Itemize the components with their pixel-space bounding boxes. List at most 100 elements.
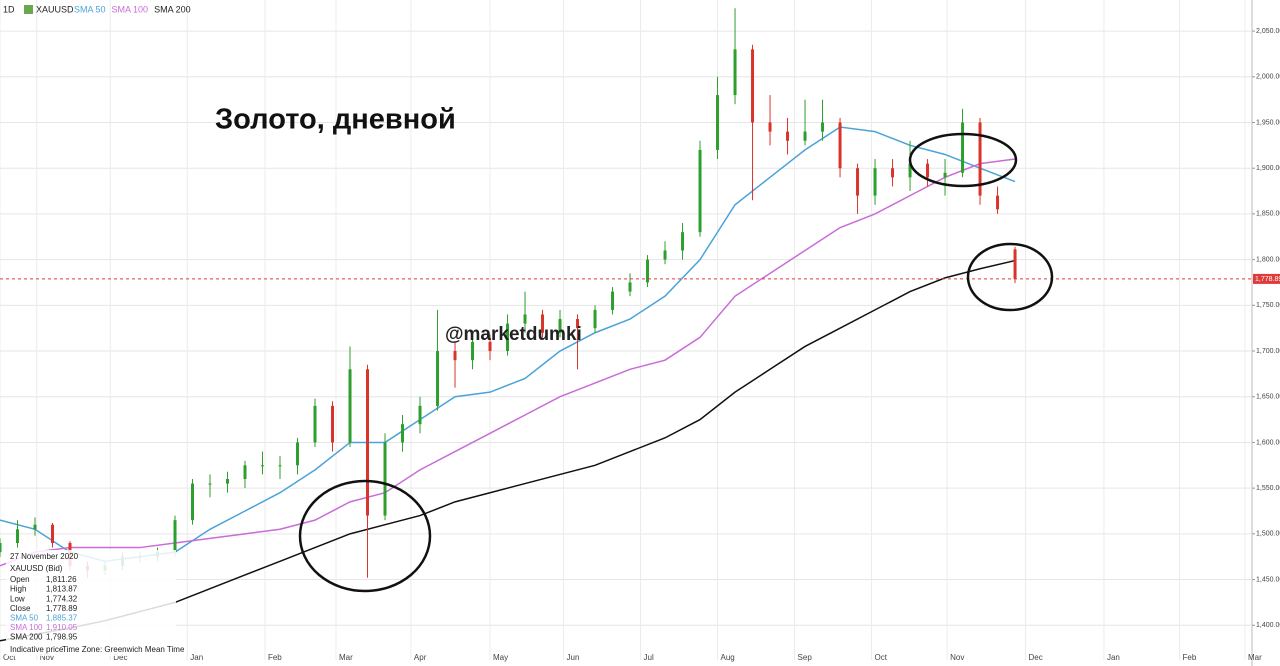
candle-body	[576, 319, 580, 329]
candle-body	[926, 163, 930, 178]
x-tick-label: Sep	[798, 653, 813, 662]
candle-body	[366, 369, 370, 516]
info-value: 1,774.32	[46, 594, 78, 603]
candle-body	[978, 122, 982, 196]
candle-body	[436, 351, 440, 406]
x-tick-label: Jan	[190, 653, 203, 662]
candle-body	[278, 465, 282, 467]
info-label: Open	[10, 575, 30, 584]
candle-body	[751, 49, 755, 123]
y-tick-label: 1,750.00	[1256, 302, 1280, 309]
x-tick-label: Feb	[1183, 653, 1197, 662]
y-tick-label: 2,050.00	[1256, 28, 1280, 35]
info-box: 27 November 2020 XAUUSD (Bid) Open 1,811.26…	[6, 550, 185, 656]
x-tick-label: Aug	[721, 653, 735, 662]
info-label: SMA 100	[10, 623, 43, 632]
grid	[0, 0, 1252, 660]
candle-body	[173, 520, 177, 553]
legend-entry: SMA 100	[112, 4, 149, 14]
candle-body	[733, 49, 737, 96]
info-symbol: XAUUSD (Bid)	[10, 564, 63, 573]
price-label: 1,778.89	[1255, 276, 1280, 283]
candle-body	[768, 122, 772, 132]
sma-line	[0, 158, 1016, 567]
axes: 1,400.00 1,450.00 1,500.00 1,550.00 1,600.00…	[0, 28, 1280, 662]
y-tick-label: 1,400.00	[1256, 622, 1280, 629]
info-footer: Indicative price	[10, 645, 64, 654]
candle-body	[348, 369, 352, 443]
info-footer: Time Zone: Greenwich Mean Time	[62, 645, 185, 654]
y-tick-label: 1,500.00	[1256, 531, 1280, 538]
candle-body	[698, 149, 702, 233]
candle-body	[891, 168, 895, 178]
candles	[0, 8, 1017, 578]
y-tick-label: 1,800.00	[1256, 256, 1280, 263]
x-tick-label: Dec	[1029, 653, 1043, 662]
x-tick-label: Mar	[1248, 653, 1262, 662]
candle-body	[628, 282, 632, 292]
x-tick-label: Oct	[875, 653, 888, 662]
candle-body	[506, 323, 510, 352]
candle-body	[961, 122, 965, 173]
y-tick-label: 1,600.00	[1256, 439, 1280, 446]
candle-body	[296, 442, 300, 466]
info-label: SMA 200	[10, 633, 43, 642]
candle-body	[418, 405, 422, 425]
candle-body	[523, 314, 527, 324]
candle-body	[261, 465, 265, 467]
info-label: SMA 50	[10, 614, 39, 623]
legend: 1D XAUUSD SMA 50 SMA 100 SMA 200	[3, 4, 191, 14]
candle-body	[0, 542, 2, 553]
candle-body	[646, 259, 650, 283]
info-value: 1,813.87	[46, 585, 78, 594]
highlight-circle	[298, 479, 432, 593]
info-value: 1,811.26	[46, 575, 77, 584]
candle-body	[908, 163, 912, 178]
x-tick-label: Dec	[113, 653, 127, 662]
info-value: 1,910.05	[46, 623, 78, 632]
candle-body	[226, 479, 230, 484]
candle-body	[558, 319, 562, 333]
legend-entry: SMA 200	[154, 4, 191, 14]
watermark: @marketdumki	[445, 324, 582, 345]
price-axis-bg	[1252, 0, 1280, 666]
candle-body	[943, 172, 947, 178]
info-value: 1,798.95	[46, 633, 78, 642]
candle-body	[856, 168, 860, 196]
x-tick-label: Oct	[3, 653, 16, 662]
y-tick-label: 1,850.00	[1256, 211, 1280, 218]
candle-body	[593, 309, 597, 329]
chart-title: Золото, дневной	[215, 104, 456, 136]
candle-body	[243, 465, 247, 480]
info-label: Low	[10, 594, 25, 603]
x-tick-label: Jul	[644, 653, 654, 662]
info-date: 27 November 2020	[10, 552, 79, 561]
symbol-icon	[24, 5, 33, 14]
x-tick-label: Jun	[567, 653, 580, 662]
symbol: XAUUSD	[36, 4, 74, 14]
info-label: Close	[10, 604, 31, 613]
candle-body	[716, 95, 720, 150]
y-tick-label: 1,450.00	[1256, 576, 1280, 583]
x-tick-label: Nov	[40, 653, 54, 662]
candle-body	[208, 483, 212, 485]
y-tick-label: 1,550.00	[1256, 485, 1280, 492]
candle-body	[401, 424, 405, 443]
x-tick-label: Jan	[1107, 653, 1120, 662]
candle-body	[488, 341, 492, 352]
info-bg	[6, 550, 176, 656]
interval: 1D	[3, 4, 15, 14]
x-tick-label: May	[493, 653, 508, 662]
price-label-bg	[1253, 273, 1280, 284]
candle-body	[786, 131, 790, 141]
candle-body	[681, 232, 685, 251]
candle-body	[51, 524, 55, 543]
x-tick-label: Feb	[268, 653, 282, 662]
candle-body	[383, 442, 387, 516]
candle-body	[996, 195, 1000, 210]
candle-body	[453, 351, 457, 361]
y-tick-label: 1,900.00	[1256, 165, 1280, 172]
legend-entry: SMA 50	[74, 4, 106, 14]
